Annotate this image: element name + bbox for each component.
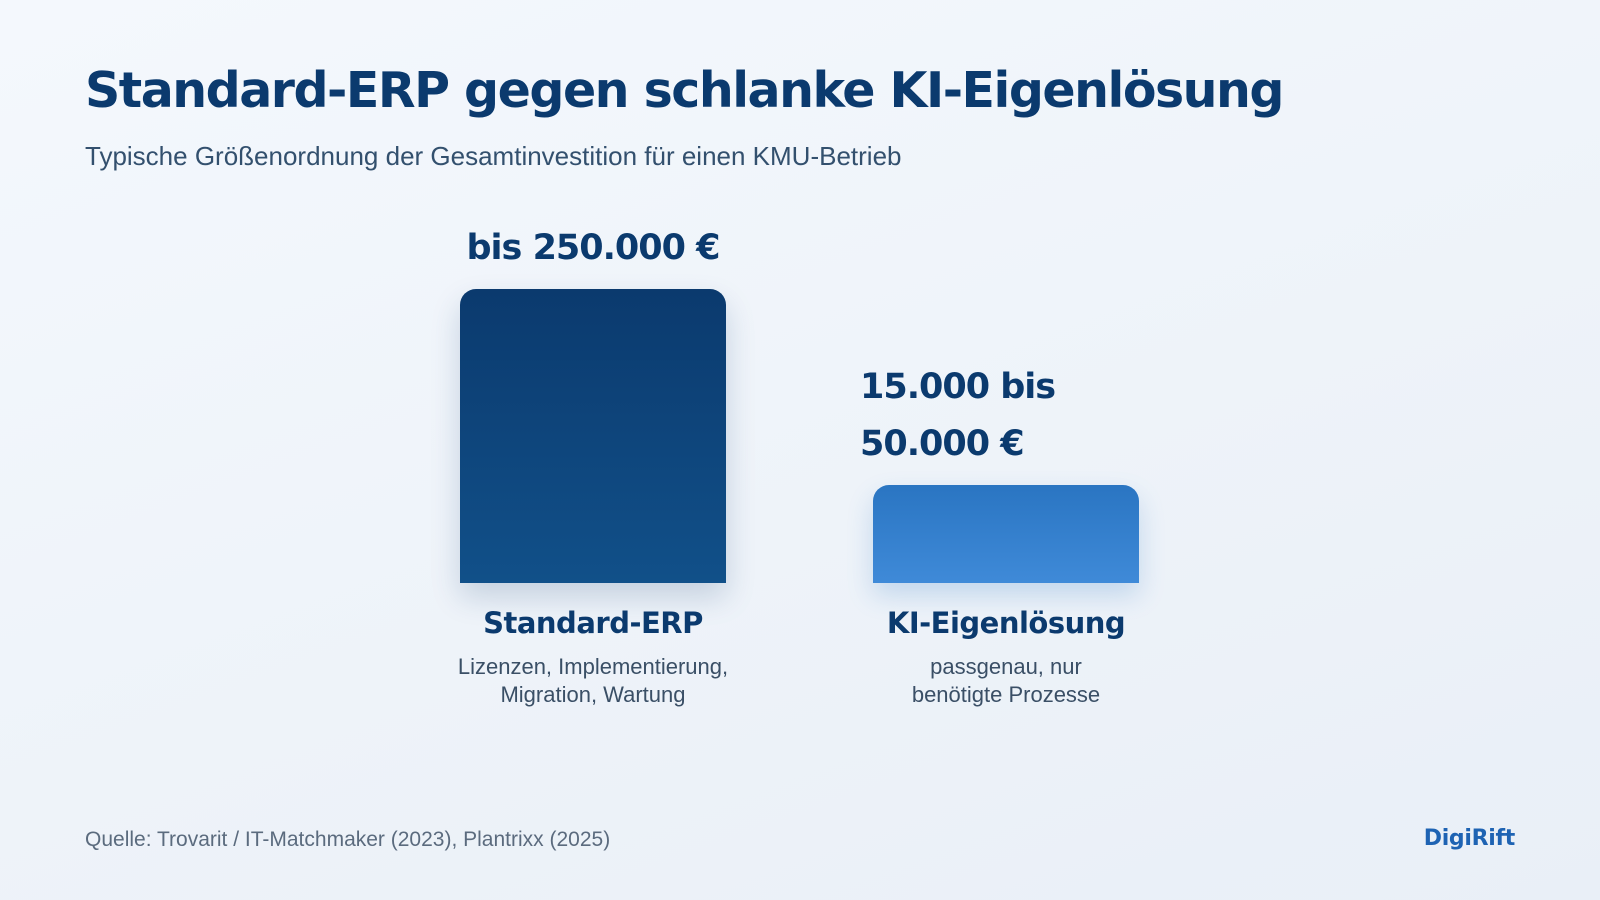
category-description-line: Migration, Wartung xyxy=(500,682,686,707)
bar-ki-eigenloesung xyxy=(873,485,1139,583)
bar-value-label-line: 50.000 € xyxy=(860,424,1025,464)
category-description-line: passgenau, nur xyxy=(930,654,1082,679)
page-title: Standard-ERP gegen schlanke KI-Eigenlösu… xyxy=(85,62,1284,119)
bar-value-label-line: 15.000 bis xyxy=(860,367,1056,407)
category-description-line: Lizenzen, Implementierung, xyxy=(457,654,729,679)
brand-logo: DigiRift xyxy=(1423,826,1516,851)
page-subtitle: Typische Größenordnung der Gesamtinvesti… xyxy=(85,141,902,171)
category-label: Standard-ERP xyxy=(483,606,703,640)
bar-standard-erp xyxy=(460,289,726,583)
category-description: Lizenzen, Implementierung, Migration, War… xyxy=(433,653,753,709)
bar-value-label: 15.000 bis 50.000 € xyxy=(860,359,1056,473)
category-description: passgenau, nur benötigte Prozesse xyxy=(846,653,1166,709)
bar-value-label-line: bis 250.000 € xyxy=(466,228,721,268)
source-note: Quelle: Trovarit / IT-Matchmaker (2023),… xyxy=(85,828,611,851)
category-description-line: benötigte Prozesse xyxy=(911,682,1101,707)
category-label: KI-Eigenlösung xyxy=(886,606,1126,640)
bar-value-label: bis 250.000 € xyxy=(466,220,721,277)
